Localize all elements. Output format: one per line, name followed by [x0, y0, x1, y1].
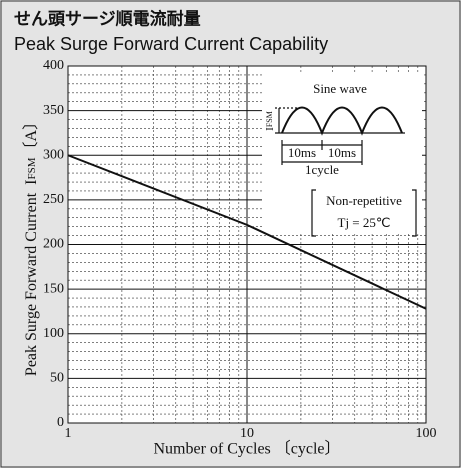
y-tick-label: 50 [50, 371, 64, 386]
x-tick-label: 100 [416, 426, 437, 441]
x-tick-label: 1 [65, 426, 72, 441]
inset-background [262, 72, 422, 232]
y-label-text: Peak Surge Forward Current [23, 192, 40, 376]
plot-border [67, 65, 427, 424]
chart-title-ja: せん頭サージ順電流耐量 [14, 8, 201, 28]
y-tick-label: 200 [43, 237, 64, 252]
inset-wave: Sine wave [313, 81, 367, 96]
inset-t1: 10ms [288, 145, 316, 160]
bracket [311, 189, 417, 237]
y-tick-label: 400 [43, 58, 64, 73]
y-label-sub: FSM [26, 157, 38, 179]
annotation: Non-repetitive [326, 193, 402, 208]
y-tick-label: 150 [43, 281, 64, 296]
y-axis-label: Peak Surge Forward Current IFSM〔A〕 [22, 114, 40, 376]
y-tick-label: 250 [43, 192, 64, 207]
data-line [67, 154, 427, 310]
sine-wave [281, 106, 403, 136]
y-label-symbol: I [23, 180, 40, 185]
chart-title: Peak Surge Forward Current Capability [14, 34, 328, 54]
inset-cycle: 1cycle [305, 162, 339, 177]
y-tick-label: 0 [57, 415, 64, 430]
y-tick-label: 300 [43, 147, 64, 162]
inset-t2: 10ms [328, 145, 356, 160]
annotation: Tj = 25℃ [338, 215, 391, 230]
inset-symbol-sub: FSM [265, 111, 274, 127]
x-axis-label: Number of Cycles 〔cycle〕 [153, 440, 340, 458]
y-tick-label: 350 [43, 103, 64, 118]
y-tick-label: 100 [43, 326, 64, 341]
inset-symbol-i: I [264, 127, 276, 131]
inset [275, 106, 417, 237]
x-tick-label: 10 [240, 426, 254, 441]
inset-symbol: IFSM [264, 111, 276, 131]
y-label-unit: 〔A〕 [22, 114, 40, 158]
